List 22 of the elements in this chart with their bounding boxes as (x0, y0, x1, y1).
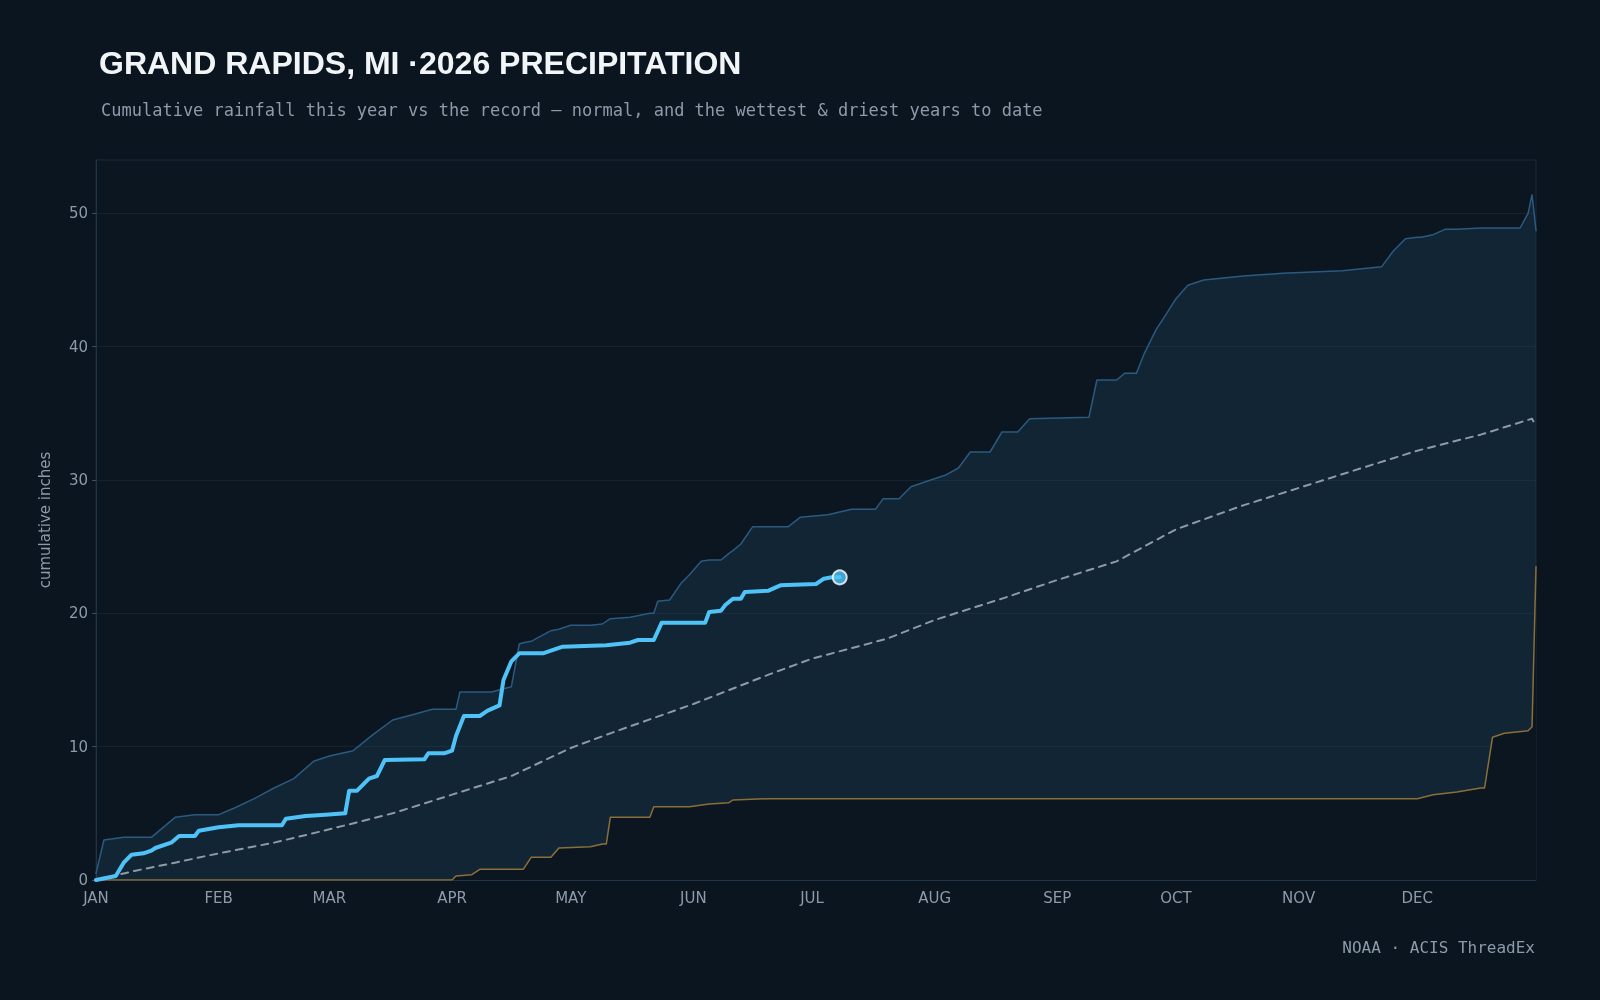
x-tick-label: NOV (1282, 888, 1316, 907)
x-tick-label: DEC (1401, 888, 1434, 907)
x-tick-label: JAN (82, 888, 109, 907)
x-tick-label: SEP (1043, 888, 1072, 907)
x-tick-label: OCT (1160, 888, 1193, 907)
x-tick-label: FEB (204, 888, 233, 907)
x-tick-label: JUL (799, 888, 825, 907)
y-axis-title: cumulative inches (35, 451, 54, 589)
x-tick-label: APR (437, 888, 467, 907)
x-tick-label: AUG (918, 888, 952, 907)
chart-title: GRAND RAPIDS, MI ·2026 PRECIPITATION (99, 45, 742, 81)
x-tick-label: JUN (679, 888, 707, 907)
x-tick-label: MAR (312, 888, 347, 907)
x-tick-label: MAY (555, 888, 588, 907)
y-tick-label: 10 (68, 737, 88, 756)
chart-subtitle: Cumulative rainfall this year vs the record — normal, and the wettest & driest years to date (101, 99, 1043, 120)
y-tick-label: 30 (68, 471, 88, 489)
y-tick-label: 20 (68, 604, 88, 623)
y-tick-label: 50 (68, 204, 88, 223)
y-tick-label: 0 (78, 871, 88, 889)
text: NOAA · ACIS ThreadEx (1342, 937, 1536, 957)
y-tick-label: 40 (68, 337, 88, 356)
